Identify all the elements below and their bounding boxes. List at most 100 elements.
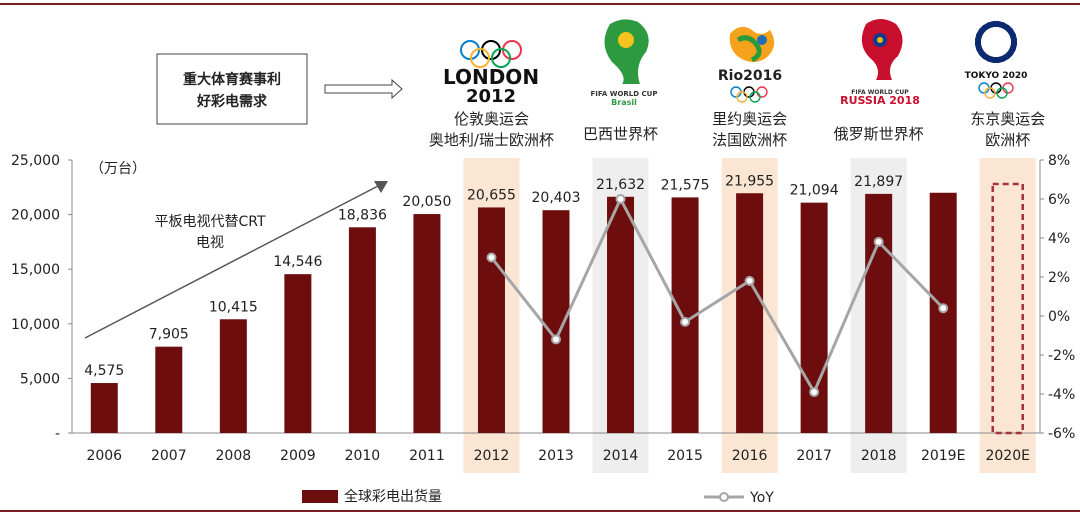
olympic-ring [756,86,768,98]
y-right-tick-label: -2% [1048,348,1075,364]
y-left-tick-label: - [55,426,60,442]
legend-swatch-bar [302,490,338,503]
x-tick-label-2015: 2015 [667,448,703,464]
x-tick-label-2019E: 2019E [921,448,965,464]
olympic-ring [984,87,996,99]
russia-logo-text: RUSSIA 2018 [840,94,920,107]
rio-emblem-blue [757,35,767,45]
y-left-tick-label: 10,000 [11,317,60,333]
trophy-shape [604,19,649,84]
bar-2008 [219,319,247,433]
y-right-tick-label: 8% [1048,153,1070,169]
y-right-tick-label: 0% [1048,309,1070,325]
bar-label-2008: 10,415 [209,299,258,315]
annotation-box [156,53,308,125]
y-right-tick-label: -6% [1048,426,1075,442]
bar-label-2014: 21,632 [596,177,645,193]
london-logo-year: 2012 [466,86,516,107]
rio-logo-text: Rio2016 [718,68,782,84]
yoy-line [490,195,945,396]
olympic-ring [736,91,748,103]
olympic-ring [749,91,761,103]
event-label-2018-line-1: 俄罗斯世界杯 [834,125,924,143]
annotation-box-label-line-1: 重大体育赛事利 [183,71,281,88]
y-left-tick-label: 20,000 [11,208,60,224]
trend-arrow-head [374,181,388,193]
event-label-2020E-line-1: 东京奥运会 [970,110,1045,128]
bar-2007 [155,346,183,433]
y-left-unit-label: （万台） [90,161,146,177]
yoy-point-2014 [615,194,626,204]
event-label-2016-line-1: 里约奥运会 [712,110,787,128]
yoy-point-2016 [744,275,755,286]
forecast-dashed-bar [991,182,1024,435]
london-logo-text: LONDON [443,65,539,89]
x-tick-label-2012: 2012 [474,448,510,464]
x-tick-label-2014: 2014 [603,448,639,464]
event-label-2012-line-2: 奥地利/瑞士欧洲杯 [429,131,554,149]
bar-label-2007: 7,905 [149,327,189,343]
yoy-point-2017 [809,387,820,398]
legend-swatch-point [719,492,729,502]
yoy-point-2013 [551,334,561,345]
olympic-ring [470,48,490,68]
bar-label-2011: 20,050 [402,194,451,210]
rio-emblem-orange [729,26,775,62]
yoy-point-2018 [873,236,884,247]
russia-trophy-shape [861,19,903,80]
tokyo-2020-logo: TOKYO 2020 [965,20,1028,99]
russia-trophy-star [877,37,883,43]
x-tick-label-2018: 2018 [861,448,897,464]
tokyo-emblem-square [1011,39,1017,45]
tokyo-emblem-square [975,39,981,45]
bar-2016 [736,193,764,433]
y-left-tick-label: 5,000 [20,371,60,387]
x-tick-label-2016: 2016 [732,448,768,464]
event-label-2016-line-2: 法国欧洲杯 [712,131,787,149]
y-left-tick-label: 25,000 [11,153,60,169]
olympic-ring [491,48,511,68]
y-right-tick-label: 6% [1048,192,1070,208]
bar-label-2012: 20,655 [467,187,516,203]
bar-label-2018: 21,897 [854,174,903,190]
bar-label-2016: 21,955 [725,173,774,189]
yoy-point-2015 [680,316,691,327]
event-label-2012-line-1: 伦敦奥运会 [454,110,529,128]
x-tick-label-2009: 2009 [280,448,316,464]
y-right-tick-label: -4% [1048,387,1075,403]
tokyo-logo-text: TOKYO 2020 [965,71,1028,81]
bar-2010 [348,227,376,433]
bar-label-2017: 21,094 [790,183,839,199]
rio-2016-logo: Rio2016 [718,26,782,103]
bar-2009 [284,274,312,433]
hollow-arrow-icon [324,78,403,100]
x-tick-label-2011: 2011 [409,448,445,464]
bar-2018 [865,193,893,433]
bar-2006 [90,383,118,433]
bar-label-2009: 14,546 [273,254,322,270]
bar-label-2015: 21,575 [661,177,710,193]
highlight-column-2020E [979,158,1036,473]
rio-emblem-green [736,35,762,63]
x-tick-label-2007: 2007 [151,448,187,464]
legend-label-bar: 全球彩电出货量 [344,488,442,505]
event-label-2020E-line-2: 欧洲杯 [985,131,1030,149]
x-tick-label-2008: 2008 [216,448,252,464]
y-right-tick-label: 2% [1048,270,1070,286]
trend-arrow-line [84,185,379,339]
event-label-2014-line-1: 巴西世界杯 [583,125,658,143]
bar-label-2006: 4,575 [84,363,124,379]
bar-label-2013: 20,403 [532,190,581,206]
bar-2014 [607,196,635,433]
trend-arrow-label-line-2: 电视 [196,235,224,251]
yoy-point-2019E [938,303,949,314]
russia-logo-sub: FIFA WORLD CUP [851,89,909,96]
bar-label-2010: 18,836 [338,207,387,223]
brasil-logo-sub: Brasil [611,98,637,107]
y-left-tick-label: 15,000 [11,262,60,278]
olympic-ring [996,87,1008,99]
